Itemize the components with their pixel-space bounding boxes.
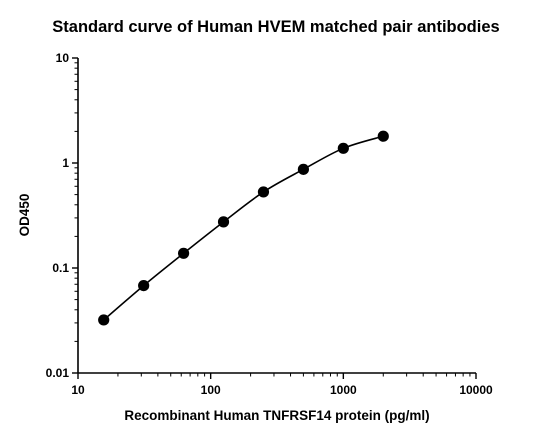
x-tick-label: 10000 <box>459 383 493 397</box>
data-point <box>257 186 270 198</box>
y-axis-label: OD450 <box>17 194 32 237</box>
data-point <box>217 216 230 228</box>
y-tick-label: 1 <box>62 156 69 170</box>
data-points <box>98 130 389 326</box>
y-tick-label: 10 <box>56 51 70 65</box>
y-tick-label: 0.1 <box>52 261 69 275</box>
x-tick-label: 10 <box>71 383 85 397</box>
chart-title: Standard curve of Human HVEM matched pai… <box>52 18 499 36</box>
data-point <box>377 130 389 142</box>
x-ticks <box>77 373 477 379</box>
x-tick-labels: 10 100 1000 10000 <box>71 383 493 397</box>
y-tick-labels: 0.01 0.1 1 10 <box>46 51 70 380</box>
y-tick-label: 0.01 <box>46 366 70 380</box>
data-point <box>297 163 309 175</box>
y-ticks <box>72 57 78 374</box>
x-axis-label: Recombinant Human TNFRSF14 protein (pg/m… <box>124 408 429 423</box>
data-point <box>98 314 110 326</box>
axes <box>77 58 476 374</box>
x-tick-label: 100 <box>201 383 221 397</box>
data-point <box>138 279 150 292</box>
fit-curve <box>103 135 384 321</box>
data-point <box>337 142 349 154</box>
x-tick-label: 1000 <box>330 383 357 397</box>
data-point <box>177 247 190 259</box>
